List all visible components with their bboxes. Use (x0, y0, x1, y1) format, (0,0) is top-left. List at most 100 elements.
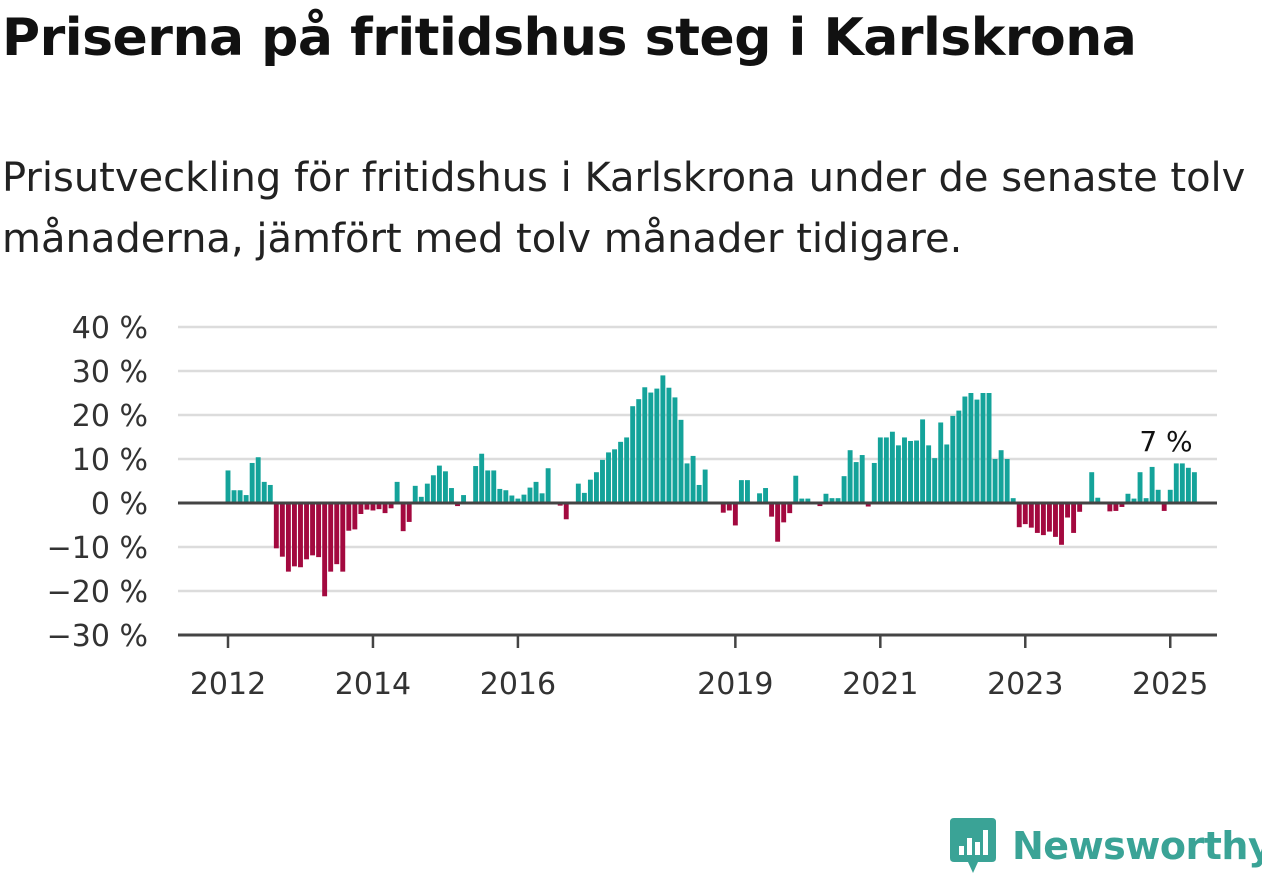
bar (509, 495, 515, 503)
bar (231, 490, 237, 503)
bar (823, 493, 829, 503)
bar (1059, 503, 1064, 545)
bar (1113, 503, 1119, 511)
bar (593, 472, 599, 503)
bar (503, 490, 509, 503)
bar (666, 387, 672, 503)
bar (267, 484, 273, 503)
bar (521, 494, 527, 503)
bar (382, 503, 388, 514)
bar (612, 449, 618, 503)
bar (720, 503, 726, 513)
bar (672, 397, 678, 503)
bar (1040, 503, 1046, 536)
bar (527, 487, 533, 503)
bar (690, 455, 696, 503)
bar (388, 503, 394, 509)
bar (340, 503, 346, 572)
bar (279, 503, 285, 557)
bar (249, 462, 255, 503)
bar (636, 399, 642, 503)
bar (412, 485, 418, 503)
bar (678, 419, 684, 503)
newsworthy-logo-icon (950, 818, 996, 873)
bar (1046, 503, 1052, 532)
bar (273, 503, 279, 549)
bar (696, 484, 702, 503)
y-axis-tick-labels: 40 % 30 % 20 % 10 % 0 % −10 % −20 % −30 % (47, 311, 148, 654)
bar (455, 503, 460, 507)
x-axis (178, 501, 1217, 648)
bar (986, 393, 992, 503)
bar (787, 503, 793, 514)
bar (871, 462, 877, 503)
bar (581, 492, 587, 503)
bar (1034, 503, 1040, 533)
bar (563, 503, 569, 520)
bar (533, 481, 539, 503)
bar (364, 503, 370, 510)
bar (962, 396, 968, 503)
bar (835, 498, 841, 503)
bar (1161, 503, 1167, 511)
bar (805, 498, 811, 503)
bar (877, 437, 883, 503)
bar (829, 498, 835, 503)
bar (418, 496, 424, 503)
bar (1173, 463, 1179, 503)
bar (799, 498, 805, 503)
bar (853, 462, 859, 503)
y-tick-label: 40 % (72, 311, 148, 346)
bar (684, 463, 690, 503)
bar (654, 388, 660, 503)
bar (938, 422, 944, 503)
bar (702, 469, 708, 503)
bar (980, 393, 986, 503)
x-tick-label: 2016 (480, 667, 556, 702)
bar (225, 470, 231, 503)
chart-title: Priserna på fritidshus steg i Karlskrona (2, 8, 1137, 68)
bar (865, 503, 871, 507)
bar (1107, 503, 1113, 512)
bar (1004, 459, 1010, 503)
bar (738, 480, 744, 503)
bar (376, 503, 382, 510)
gridlines (178, 325, 1217, 593)
bar (237, 490, 243, 503)
newsworthy-logo: Newsworthy (948, 818, 1262, 874)
bar (1179, 463, 1185, 503)
bar (587, 479, 593, 503)
bar (285, 503, 291, 572)
bar (358, 503, 364, 514)
bar (304, 503, 309, 560)
bar (744, 480, 750, 503)
bar (769, 503, 775, 517)
bar (1167, 489, 1173, 503)
bar (1071, 503, 1077, 533)
bar (497, 488, 503, 503)
bar (1022, 503, 1028, 525)
bar (1131, 498, 1137, 503)
bar (352, 503, 358, 530)
bar (485, 470, 491, 503)
bar (1053, 503, 1058, 537)
bar (1137, 472, 1143, 503)
bar (920, 419, 926, 503)
bar (926, 445, 932, 503)
bar (817, 503, 823, 507)
bar (998, 450, 1004, 503)
bar (394, 481, 400, 503)
brand-name: Newsworthy (1012, 824, 1262, 868)
bar (950, 415, 956, 503)
bar (310, 503, 316, 556)
bar (895, 445, 901, 503)
bar (346, 503, 352, 531)
x-axis-tick-labels: 2012 2014 2016 2019 2021 2023 2025 (190, 667, 1209, 702)
bar (479, 453, 485, 503)
bar (370, 503, 376, 511)
bar (732, 503, 738, 526)
bar (1089, 472, 1095, 503)
bar (763, 488, 769, 503)
bar (322, 503, 328, 597)
bar (992, 459, 998, 503)
